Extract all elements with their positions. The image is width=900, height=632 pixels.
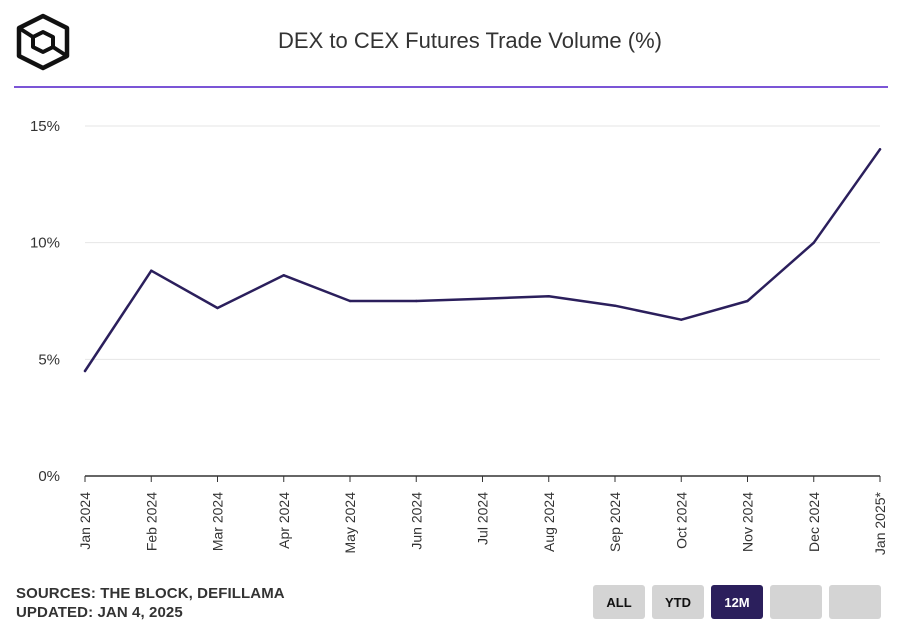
x-tick-label: Jul 2024 — [475, 492, 491, 545]
data-point — [746, 299, 749, 303]
y-tick-label: 15% — [30, 118, 60, 135]
x-tick-label: Aug 2024 — [541, 492, 557, 552]
line-chart: 0% 5% 10% 15% Jan 2024 Feb 2024 Mar 2024 Apr 20… — [0, 90, 900, 580]
data-point — [613, 304, 617, 307]
data-point — [282, 274, 285, 277]
chart-header: DEX to CEX Futures Trade Volume (%) — [0, 0, 900, 88]
range-all-button[interactable]: ALL — [593, 585, 645, 619]
x-tick-label: Jan 2025* — [872, 491, 888, 555]
x-tick-label: Sep 2024 — [607, 492, 623, 552]
updated-text: UPDATED: JAN 4, 2025 — [16, 604, 183, 621]
data-point — [481, 297, 484, 300]
x-tick-label: Mar 2024 — [210, 492, 226, 551]
data-point — [216, 306, 219, 310]
x-tick-label: Jan 2024 — [77, 492, 93, 550]
range-ytd-button[interactable]: YTD — [652, 585, 704, 619]
data-point — [878, 148, 882, 151]
range-blank-button-2[interactable] — [829, 585, 881, 619]
sources-text: SOURCES: THE BLOCK, DEFILLAMA — [16, 585, 285, 602]
x-tick-label: Jun 2024 — [408, 492, 424, 550]
the-block-logo — [14, 12, 72, 72]
data-point — [415, 299, 418, 303]
chart-footer: SOURCES: THE BLOCK, DEFILLAMA UPDATED: J… — [0, 580, 900, 632]
series-line — [83, 148, 882, 373]
range-12m-button[interactable]: 12M — [711, 585, 763, 619]
range-blank-button-1[interactable] — [770, 585, 822, 619]
y-tick-label: 0% — [38, 468, 60, 485]
x-tick-label: Feb 2024 — [143, 492, 159, 551]
x-tick-label: May 2024 — [342, 492, 358, 554]
data-point — [680, 318, 683, 321]
x-tick-label: Oct 2024 — [673, 492, 689, 549]
chart-title: DEX to CEX Futures Trade Volume (%) — [278, 28, 662, 53]
chart-plot: 0% 5% 10% 15% Jan 2024 Feb 2024 Mar 2024 Apr 20… — [30, 118, 888, 555]
data-point — [150, 269, 153, 272]
data-point — [812, 241, 815, 244]
y-tick-label: 5% — [38, 351, 60, 368]
x-tick-label: Nov 2024 — [740, 492, 756, 552]
header-divider — [14, 86, 888, 88]
x-tick-label: Dec 2024 — [806, 492, 822, 552]
data-point — [348, 299, 352, 303]
data-point — [83, 369, 87, 373]
data-point — [547, 295, 550, 298]
x-tick-label: Apr 2024 — [276, 492, 292, 549]
y-tick-label: 10% — [30, 235, 60, 252]
